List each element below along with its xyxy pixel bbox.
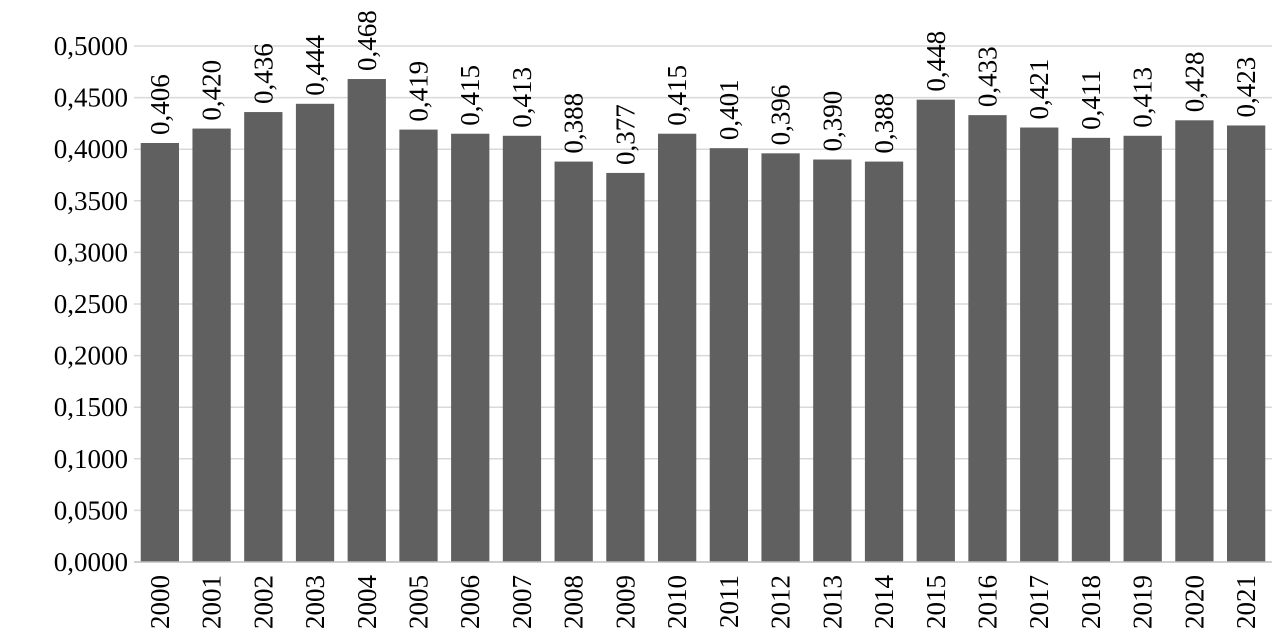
x-tick-label: 2013 (817, 575, 847, 629)
x-tick-label: 2006 (455, 575, 485, 629)
x-tick-label: 2011 (714, 575, 744, 628)
y-tick-label: 0,3500 (54, 186, 128, 216)
data-label: 0,444 (300, 35, 330, 96)
data-label: 0,468 (352, 10, 382, 71)
data-label: 0,448 (921, 31, 951, 92)
y-tick-label: 0,4500 (54, 83, 128, 113)
data-label: 0,415 (455, 65, 485, 126)
x-tick-label: 2010 (662, 575, 692, 629)
x-tick-label: 2015 (921, 575, 951, 629)
y-tick-label: 0,2500 (54, 289, 128, 319)
bars (140, 79, 1266, 563)
y-tick-label: 0,0000 (54, 547, 128, 577)
bar (1175, 120, 1214, 562)
bar (864, 161, 904, 563)
data-label: 0,413 (1128, 67, 1158, 128)
x-tick-label: 2021 (1231, 575, 1261, 629)
bar (813, 159, 852, 562)
bar (192, 128, 231, 562)
y-axis-tick-labels: 0,0000 0,0500 0,1000 0,1500 0,2000 0,2500 0,30… (54, 31, 128, 577)
bar (657, 133, 697, 562)
bar (968, 115, 1007, 563)
data-label: 0,401 (714, 79, 744, 140)
data-label: 0,423 (1231, 57, 1261, 118)
data-label: 0,419 (404, 61, 434, 122)
x-tick-label: 2009 (610, 575, 640, 629)
bar (1071, 137, 1111, 562)
data-labels: 0,406 0,420 0,436 0,444 0,468 0,419 0,415 0,413… (145, 10, 1261, 165)
data-label: 0,411 (1076, 70, 1106, 130)
bar (399, 129, 438, 563)
data-label: 0,433 (973, 46, 1003, 107)
y-tick-label: 0,1500 (54, 392, 128, 422)
x-tick-label: 2012 (766, 575, 796, 629)
data-label: 0,396 (766, 85, 796, 146)
y-tick-label: 0,3000 (54, 237, 128, 267)
bar (347, 79, 386, 563)
bar (606, 172, 645, 562)
x-tick-label: 2000 (145, 575, 175, 629)
x-tick-label: 2005 (404, 575, 434, 629)
bar (140, 143, 180, 562)
x-tick-label: 2016 (973, 575, 1003, 629)
data-label: 0,388 (869, 93, 899, 154)
data-label: 0,436 (248, 43, 278, 104)
bar (1123, 135, 1162, 562)
bar (295, 103, 335, 563)
data-label: 0,421 (1024, 59, 1054, 120)
y-tick-label: 0,2000 (54, 341, 128, 371)
data-label: 0,413 (507, 67, 537, 128)
bar (709, 148, 749, 562)
bar (554, 161, 593, 563)
bar (1020, 127, 1059, 562)
bar (1226, 125, 1266, 563)
bar (451, 133, 490, 562)
x-tick-label: 2020 (1179, 575, 1209, 629)
y-tick-label: 0,0500 (54, 495, 128, 525)
x-tick-label: 2007 (507, 575, 537, 629)
bar (916, 99, 955, 562)
bar (502, 135, 542, 562)
x-tick-label: 2002 (248, 575, 278, 629)
y-tick-label: 0,4000 (54, 134, 128, 164)
x-axis-tick-labels: 2000 2001 2002 2003 2004 2005 2006 2007 2008 2009… (145, 575, 1261, 630)
bar (761, 153, 800, 562)
x-tick-label: 2004 (352, 575, 382, 630)
x-tick-label: 2019 (1128, 575, 1158, 629)
data-label: 0,377 (610, 104, 640, 165)
data-label: 0,390 (817, 91, 847, 152)
data-label: 0,420 (197, 60, 227, 121)
y-tick-label: 0,1000 (54, 444, 128, 474)
data-label: 0,388 (559, 93, 589, 154)
data-label: 0,428 (1179, 52, 1209, 113)
x-tick-label: 2003 (300, 575, 330, 629)
data-label: 0,406 (145, 74, 175, 135)
y-tick-label: 0,5000 (54, 31, 128, 61)
x-tick-label: 2008 (559, 575, 589, 629)
x-tick-label: 2014 (869, 575, 899, 630)
bar (244, 112, 283, 562)
data-label: 0,415 (662, 65, 692, 126)
x-tick-label: 2017 (1024, 575, 1054, 629)
x-tick-label: 2001 (197, 575, 227, 629)
x-tick-label: 2018 (1076, 575, 1106, 629)
